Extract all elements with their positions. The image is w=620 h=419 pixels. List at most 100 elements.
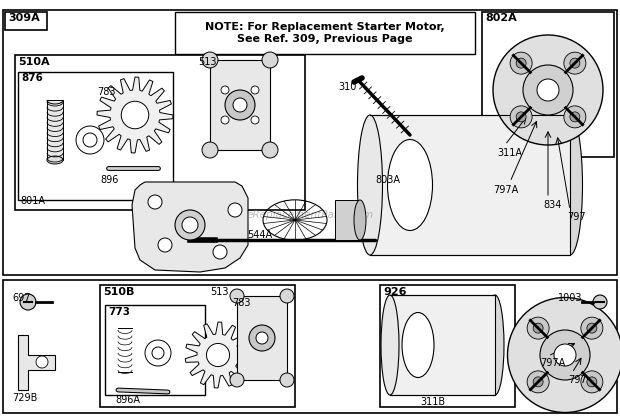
Bar bbox=[15, 55, 305, 210]
Ellipse shape bbox=[225, 90, 255, 120]
Text: 510A: 510A bbox=[18, 57, 50, 67]
Ellipse shape bbox=[152, 347, 164, 359]
Text: 834: 834 bbox=[543, 200, 561, 210]
Ellipse shape bbox=[83, 133, 97, 147]
Bar bbox=[18, 72, 173, 200]
Ellipse shape bbox=[537, 79, 559, 101]
Text: 513: 513 bbox=[198, 57, 216, 67]
Text: 783: 783 bbox=[97, 87, 115, 97]
Circle shape bbox=[202, 142, 218, 158]
Circle shape bbox=[221, 86, 229, 94]
Ellipse shape bbox=[523, 65, 573, 115]
Ellipse shape bbox=[510, 106, 532, 128]
Text: 926: 926 bbox=[383, 287, 407, 297]
Ellipse shape bbox=[581, 317, 603, 339]
Bar bbox=[210, 60, 270, 150]
Circle shape bbox=[280, 289, 294, 303]
Text: 310: 310 bbox=[338, 82, 356, 92]
Text: 513: 513 bbox=[210, 287, 229, 297]
Text: 1003: 1003 bbox=[558, 293, 583, 303]
Polygon shape bbox=[132, 182, 248, 272]
Ellipse shape bbox=[554, 344, 576, 366]
Ellipse shape bbox=[76, 126, 104, 154]
Ellipse shape bbox=[486, 295, 504, 395]
Text: 803A: 803A bbox=[375, 175, 400, 185]
Ellipse shape bbox=[581, 371, 603, 393]
Bar bbox=[105, 305, 205, 395]
Bar bbox=[370, 115, 570, 255]
Ellipse shape bbox=[213, 245, 227, 259]
Ellipse shape bbox=[354, 200, 366, 240]
Ellipse shape bbox=[256, 332, 268, 344]
Ellipse shape bbox=[182, 217, 198, 233]
Ellipse shape bbox=[587, 323, 597, 333]
Ellipse shape bbox=[175, 210, 205, 240]
Text: 801A: 801A bbox=[20, 196, 45, 206]
Circle shape bbox=[230, 373, 244, 387]
Ellipse shape bbox=[148, 195, 162, 209]
Circle shape bbox=[20, 294, 36, 310]
Ellipse shape bbox=[564, 106, 586, 128]
Ellipse shape bbox=[587, 377, 597, 387]
Ellipse shape bbox=[527, 371, 549, 393]
Ellipse shape bbox=[381, 295, 399, 395]
Polygon shape bbox=[18, 335, 55, 390]
Polygon shape bbox=[97, 77, 173, 153]
Ellipse shape bbox=[508, 297, 620, 412]
Text: 896A: 896A bbox=[115, 395, 140, 405]
Ellipse shape bbox=[540, 330, 590, 380]
Ellipse shape bbox=[570, 58, 580, 68]
Circle shape bbox=[251, 116, 259, 124]
Text: 510B: 510B bbox=[103, 287, 135, 297]
Circle shape bbox=[262, 52, 278, 68]
Ellipse shape bbox=[570, 112, 580, 122]
Circle shape bbox=[593, 295, 607, 309]
Ellipse shape bbox=[249, 325, 275, 351]
Ellipse shape bbox=[516, 112, 526, 122]
Text: 311B: 311B bbox=[420, 397, 445, 407]
Text: 697: 697 bbox=[12, 293, 30, 303]
Circle shape bbox=[251, 86, 259, 94]
Text: 729B: 729B bbox=[12, 393, 37, 403]
Ellipse shape bbox=[233, 98, 247, 112]
Text: See Ref. 309, Previous Page: See Ref. 309, Previous Page bbox=[237, 34, 413, 44]
Circle shape bbox=[36, 356, 48, 368]
Text: eReplacementParts.com: eReplacementParts.com bbox=[246, 210, 374, 220]
Bar bbox=[47, 100, 63, 160]
Circle shape bbox=[206, 344, 229, 367]
Text: 797: 797 bbox=[567, 212, 586, 222]
Ellipse shape bbox=[533, 323, 543, 333]
Text: 544A: 544A bbox=[247, 230, 272, 240]
Circle shape bbox=[230, 289, 244, 303]
Text: 309A: 309A bbox=[8, 13, 40, 23]
Bar bbox=[5, 12, 47, 30]
Ellipse shape bbox=[228, 203, 242, 217]
Ellipse shape bbox=[533, 377, 543, 387]
Bar bbox=[3, 10, 617, 275]
Text: 773: 773 bbox=[108, 307, 130, 317]
Bar bbox=[100, 285, 295, 407]
Circle shape bbox=[202, 52, 218, 68]
Ellipse shape bbox=[145, 340, 171, 366]
Ellipse shape bbox=[516, 58, 526, 68]
Ellipse shape bbox=[358, 115, 383, 255]
Text: 896: 896 bbox=[100, 175, 118, 185]
Ellipse shape bbox=[388, 140, 433, 230]
Ellipse shape bbox=[158, 238, 172, 252]
Ellipse shape bbox=[564, 52, 586, 74]
Circle shape bbox=[221, 116, 229, 124]
Circle shape bbox=[262, 142, 278, 158]
Ellipse shape bbox=[493, 35, 603, 145]
Bar bbox=[237, 296, 287, 380]
Text: 797A: 797A bbox=[493, 185, 518, 195]
Polygon shape bbox=[185, 322, 251, 388]
Text: 783: 783 bbox=[232, 298, 250, 308]
Text: 802A: 802A bbox=[485, 13, 516, 23]
Ellipse shape bbox=[47, 156, 63, 164]
Ellipse shape bbox=[510, 52, 532, 74]
Text: 797A: 797A bbox=[540, 358, 565, 368]
Ellipse shape bbox=[402, 313, 434, 378]
Text: NOTE: For Replacement Starter Motor,: NOTE: For Replacement Starter Motor, bbox=[205, 22, 445, 32]
Bar bbox=[390, 295, 495, 395]
Bar bbox=[3, 280, 617, 413]
